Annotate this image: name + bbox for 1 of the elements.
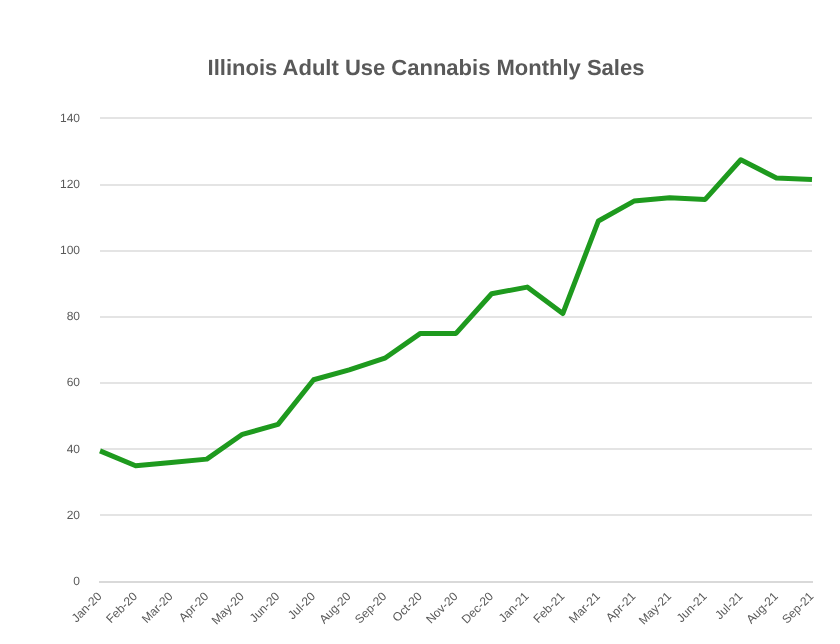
chart-title: Illinois Adult Use Cannabis Monthly Sales — [207, 57, 645, 82]
